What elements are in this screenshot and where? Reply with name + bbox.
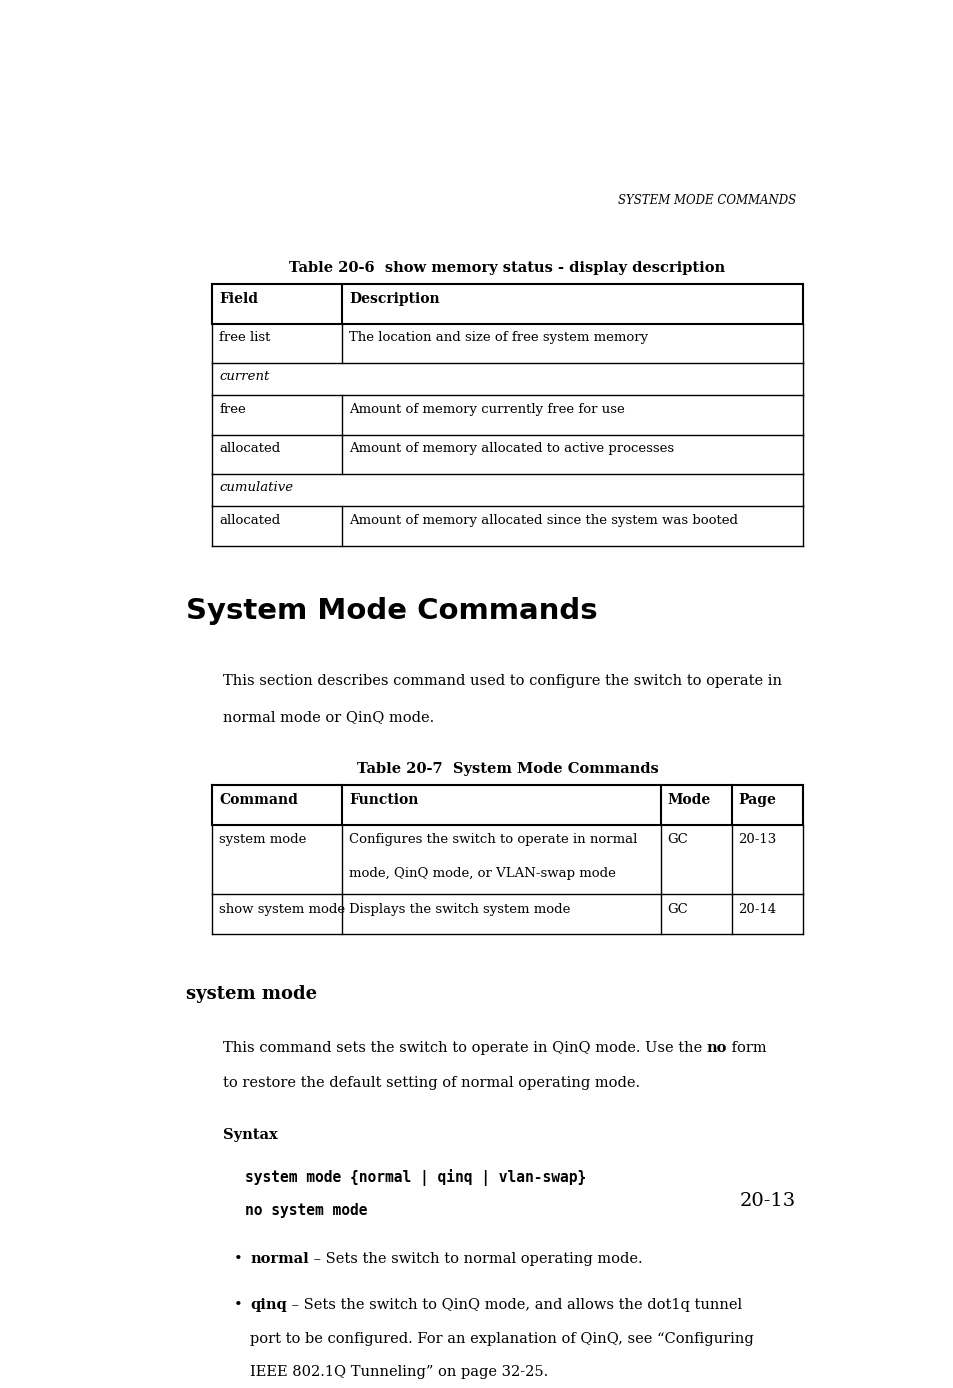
Text: 20-14: 20-14 [738,904,776,916]
Text: – Sets the switch to normal operating mode.: – Sets the switch to normal operating mo… [309,1252,641,1266]
Text: current: current [219,369,269,383]
Text: mode, QinQ mode, or VLAN-swap mode: mode, QinQ mode, or VLAN-swap mode [349,866,616,880]
Text: Field: Field [219,291,258,305]
Text: •: • [233,1252,242,1266]
Text: allocated: allocated [219,514,280,527]
Text: Displays the switch system mode: Displays the switch system mode [349,904,570,916]
Text: Syntax: Syntax [222,1128,277,1142]
Text: no system mode: no system mode [245,1203,367,1219]
Text: GC: GC [666,833,687,847]
Text: cumulative: cumulative [219,480,293,494]
Text: allocated: allocated [219,443,280,455]
Text: Amount of memory allocated since the system was booted: Amount of memory allocated since the sys… [349,514,738,527]
Text: to restore the default setting of normal operating mode.: to restore the default setting of normal… [222,1076,639,1090]
Text: – Sets the switch to QinQ mode, and allows the dot1q tunnel: – Sets the switch to QinQ mode, and allo… [287,1298,741,1313]
Text: This command sets the switch to operate in QinQ mode. Use the: This command sets the switch to operate … [222,1041,706,1055]
Text: Command: Command [219,793,297,806]
Text: Configures the switch to operate in normal: Configures the switch to operate in norm… [349,833,637,847]
Text: 20-13: 20-13 [738,833,776,847]
Text: normal: normal [250,1252,309,1266]
Text: system mode {normal | qinq | vlan-swap}: system mode {normal | qinq | vlan-swap} [245,1169,585,1187]
Text: System Mode Commands: System Mode Commands [186,597,597,625]
Text: SYSTEM MODE COMMANDS: SYSTEM MODE COMMANDS [617,194,795,207]
Text: system mode: system mode [186,985,316,1004]
Text: Amount of memory currently free for use: Amount of memory currently free for use [349,403,624,416]
Text: port to be configured. For an explanation of QinQ, see “Configuring: port to be configured. For an explanatio… [250,1331,753,1345]
Text: free list: free list [219,332,270,344]
Text: IEEE 802.1Q Tunneling” on page 32-25.: IEEE 802.1Q Tunneling” on page 32-25. [250,1364,548,1378]
Text: Function: Function [349,793,418,806]
Text: Table 20-6  show memory status - display description: Table 20-6 show memory status - display … [289,261,724,275]
Text: no: no [706,1041,726,1055]
Text: Amount of memory allocated to active processes: Amount of memory allocated to active pro… [349,443,674,455]
Text: show system mode: show system mode [219,904,345,916]
Text: qinq: qinq [250,1298,287,1313]
Text: •: • [233,1298,242,1313]
Text: normal mode or QinQ mode.: normal mode or QinQ mode. [222,711,434,725]
Text: Table 20-7  System Mode Commands: Table 20-7 System Mode Commands [356,762,658,776]
Text: The location and size of free system memory: The location and size of free system mem… [349,332,648,344]
Text: This section describes command used to configure the switch to operate in: This section describes command used to c… [222,675,781,688]
Text: free: free [219,403,246,416]
Text: form: form [726,1041,766,1055]
Text: Mode: Mode [666,793,710,806]
Text: system mode: system mode [219,833,306,847]
Text: 20-13: 20-13 [739,1192,795,1210]
Text: GC: GC [666,904,687,916]
Text: Description: Description [349,291,439,305]
Text: Page: Page [738,793,775,806]
